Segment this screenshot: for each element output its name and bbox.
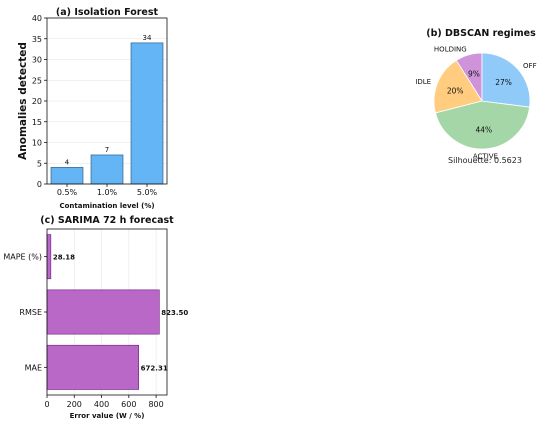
chart-a-data-label: 34 — [143, 34, 152, 42]
chart-b-slices: 9% HOLDING 20% IDLE 44% ACTIVE 27% OFF — [415, 45, 536, 160]
chart-c-x-tick-label: 200 — [67, 400, 82, 409]
chart-a-x-tick-label: 5.0% — [137, 188, 158, 197]
chart-b-category-label: IDLE — [415, 78, 431, 86]
chart-b-percent-label: 9% — [468, 69, 480, 78]
chart-b-category-label: ACTIVE — [473, 153, 498, 161]
chart-c-y-ticks: MAPE (%) RMSE MAE — [3, 253, 47, 372]
chart-c-x-tick-label: 400 — [94, 400, 109, 409]
chart-c-y-tick-label: RMSE — [19, 308, 42, 317]
chart-c-x-tick-label: 0 — [44, 400, 49, 409]
chart-c-bar — [46, 234, 52, 280]
chart-c-x-tick-label: 600 — [121, 400, 136, 409]
panel-sarima-forecast: (c) SARIMA 72 h forecast 28.18 823.50 672.… — [3, 215, 188, 420]
chart-b-slice — [435, 100, 531, 150]
chart-a-y-tick-label: 35 — [32, 35, 42, 44]
chart-b-percent-label: 27% — [495, 78, 512, 87]
chart-c-data-label: 28.18 — [53, 254, 75, 262]
chart-c-data-label: 672.31 — [141, 364, 168, 372]
chart-a-y-tick-label: 40 — [32, 14, 42, 23]
chart-c-bar — [46, 344, 139, 390]
chart-b-percent-label: 20% — [447, 86, 464, 95]
chart-a-x-tick-label: 1.0% — [97, 188, 118, 197]
chart-a-y-ticks: 0 5 10 15 20 25 30 35 40 — [32, 14, 47, 189]
chart-a-y-tick-label: 20 — [32, 97, 42, 106]
chart-b-slice — [481, 52, 531, 108]
chart-a-y-tick-label: 5 — [37, 159, 42, 168]
chart-a-data-label: 4 — [65, 158, 70, 166]
chart-c-data-label: 823.50 — [161, 309, 188, 317]
chart-c-x-ticks: 0 200 400 600 800 — [44, 395, 164, 409]
chart-a-title: (a) Isolation Forest — [56, 7, 159, 18]
chart-c-y-tick-label: MAE — [25, 363, 42, 372]
chart-b-title: (b) DBSCAN regimes — [426, 28, 536, 39]
chart-a-y-tick-label: 15 — [32, 118, 42, 127]
chart-a-x-ticks: 0.5% 1.0% 5.0% — [57, 184, 158, 197]
chart-b-silhouette-annotation: Silhouette: 0.5623 — [448, 156, 522, 165]
chart-a-bar — [130, 42, 164, 185]
chart-a-data-label: 7 — [105, 146, 109, 154]
chart-c-y-tick-label: MAPE (%) — [3, 253, 42, 262]
chart-a-x-tick-label: 0.5% — [57, 188, 78, 197]
chart-c-bar — [46, 289, 160, 335]
chart-a-y-tick-label: 25 — [32, 76, 42, 85]
panel-dbscan-regimes: (b) DBSCAN regimes 9% HOLDING 20% IDLE 44% AC… — [415, 28, 536, 165]
chart-a-y-tick-label: 10 — [32, 139, 42, 148]
chart-b-slice — [433, 59, 483, 114]
chart-a-bar — [90, 154, 124, 185]
chart-b-category-label: OFF — [523, 62, 537, 70]
chart-c-title: (c) SARIMA 72 h forecast — [40, 215, 174, 226]
chart-b-percent-label: 44% — [475, 126, 492, 135]
chart-c-x-tick-label: 800 — [148, 400, 163, 409]
chart-c-x-axis-label: Error value (W / %) — [70, 412, 145, 420]
chart-a-y-axis-label: Anomalies detected — [17, 42, 29, 160]
chart-a-y-tick-label: 0 — [37, 180, 42, 189]
chart-a-bars: 4 7 34 — [50, 34, 164, 185]
chart-a-x-axis-label: Contamination level (%) — [59, 202, 154, 210]
chart-a-bar — [50, 167, 84, 185]
chart-b-category-label: HOLDING — [434, 45, 467, 53]
chart-a-y-tick-label: 30 — [32, 56, 42, 65]
panel-isolation-forest: (a) Isolation Forest 4 7 34 0 5 10 15 20 25 30 35… — [17, 7, 168, 210]
chart-c-bars: 28.18 823.50 672.31 — [46, 234, 188, 390]
